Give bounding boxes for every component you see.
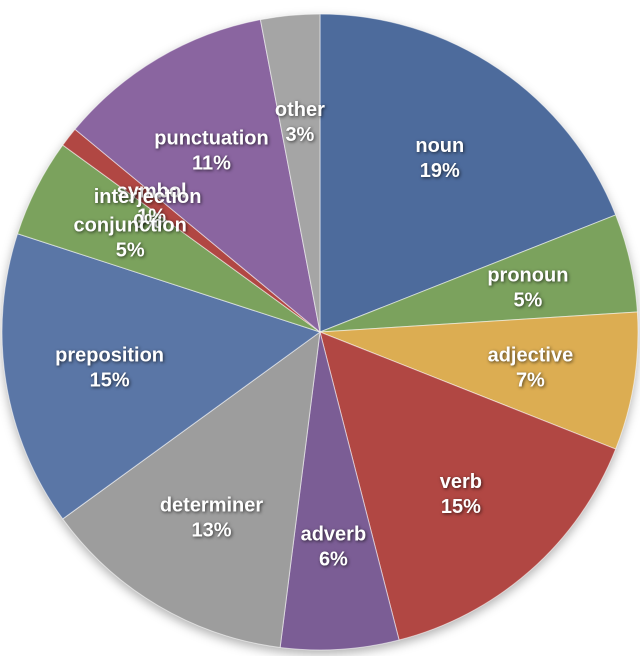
pie-slice-adverb: [279, 331, 400, 651]
slice-label-preposition: preposition 15%: [55, 344, 164, 391]
slice-label-percent: 11%: [192, 153, 231, 175]
slice-label-name: verb: [440, 471, 482, 493]
slice-label-name: symbol: [117, 180, 187, 202]
pie-slice-preposition: [1, 233, 321, 520]
slice-label-percent: 1%: [137, 205, 166, 227]
slice-label-name: punctuation: [154, 128, 268, 150]
slice-label-name: adjective: [488, 344, 574, 366]
slice-label-name: interjection: [94, 186, 202, 208]
pie-slices-group: [1, 13, 639, 651]
pie-slice-adjective: [319, 311, 639, 450]
slice-label-name: pronoun: [487, 265, 568, 287]
slice-label-percent: 13%: [191, 519, 231, 541]
slice-label-percent: 15%: [90, 369, 130, 391]
pie-slice-verb: [319, 331, 617, 641]
slice-label-name: noun: [415, 135, 464, 157]
pie-labels-group: other 3% punctuation 11%symbol 1%interjectio…: [55, 99, 573, 571]
pie-slice-determiner: [62, 331, 321, 648]
slice-label-verb: verb 15%: [440, 471, 482, 518]
slice-label-adverb: adverb 6%: [301, 524, 367, 571]
pie-slice-noun: [319, 13, 617, 333]
slice-label-noun: noun 19%: [415, 135, 464, 182]
slice-label-symbol: symbol 1%: [117, 180, 187, 227]
slice-label-name: preposition: [55, 344, 164, 366]
slice-label-percent: 5%: [513, 290, 542, 312]
slice-label-percent: 0%: [133, 211, 162, 233]
slice-label-name: conjunction: [74, 214, 187, 236]
slice-label-percent: 19%: [420, 160, 460, 182]
slice-label-adjective: adjective 7%: [488, 344, 574, 391]
slice-label-punctuation: punctuation 11%: [154, 128, 268, 175]
slice-label-other: other 3%: [275, 99, 325, 146]
slice-label-name: adverb: [301, 524, 367, 546]
slice-label-determiner: determiner 13%: [160, 494, 264, 541]
pie-slice-punctuation: [74, 19, 321, 333]
slice-label-name: determiner: [160, 494, 264, 516]
slice-label-percent: 3%: [285, 124, 314, 146]
slice-label-percent: 6%: [319, 549, 348, 571]
slice-label-conjunction: conjunction 5%: [74, 214, 187, 261]
slice-label-percent: 7%: [516, 369, 545, 391]
slice-label-interjection: interjection 0%: [94, 186, 202, 233]
slice-label-name: other: [275, 99, 325, 121]
slice-label-percent: 5%: [116, 239, 145, 261]
slice-label-percent: 15%: [441, 496, 481, 518]
pie-slice-other: [259, 13, 321, 333]
slice-label-pronoun: pronoun 5%: [487, 265, 568, 312]
